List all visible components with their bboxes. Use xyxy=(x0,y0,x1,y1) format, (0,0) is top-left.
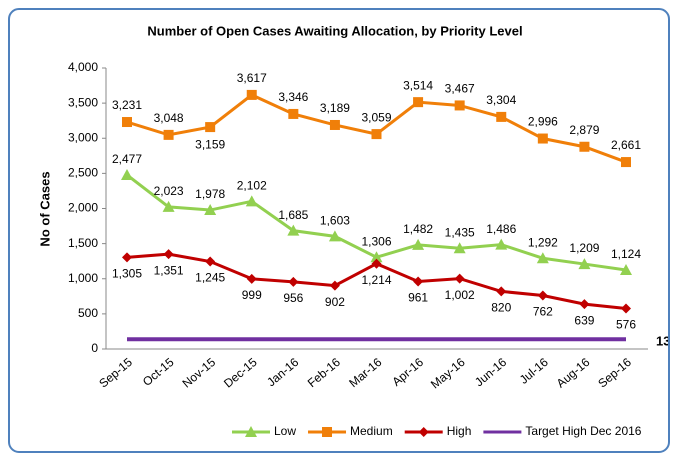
marker xyxy=(621,303,631,314)
marker xyxy=(496,111,507,122)
y-tick-label: 2,000 xyxy=(68,201,98,215)
chart-title: Number of Open Cases Awaiting Allocation… xyxy=(147,23,522,38)
data-label: 1,978 xyxy=(195,187,225,201)
data-label: 3,346 xyxy=(278,90,308,104)
y-tick-label: 0 xyxy=(91,341,98,355)
data-label: 3,159 xyxy=(195,137,225,151)
marker xyxy=(579,299,590,310)
legend-marker xyxy=(245,426,257,437)
data-label: 3,189 xyxy=(320,101,350,115)
data-label: 2,661 xyxy=(611,138,641,152)
data-label: 902 xyxy=(325,295,345,309)
data-label: 1,124 xyxy=(611,247,641,261)
data-label: 961 xyxy=(408,291,428,305)
marker xyxy=(205,256,216,267)
marker xyxy=(413,276,424,287)
marker xyxy=(288,108,299,119)
marker xyxy=(370,251,383,263)
data-label: 1,245 xyxy=(195,271,225,285)
data-label: 3,467 xyxy=(445,82,475,96)
marker xyxy=(328,230,341,242)
data-label: 3,514 xyxy=(403,78,433,92)
legend-marker xyxy=(418,427,429,437)
y-tick-label: 1,500 xyxy=(68,236,98,250)
data-label: 1,351 xyxy=(154,263,184,277)
y-tick-label: 1,000 xyxy=(68,271,98,285)
marker xyxy=(620,264,632,276)
legend-label: High xyxy=(447,424,472,438)
data-label: 1,435 xyxy=(445,225,475,239)
data-label: 999 xyxy=(242,288,262,302)
data-label: 1,482 xyxy=(403,222,433,236)
data-label: 1,292 xyxy=(528,235,558,249)
marker xyxy=(579,141,590,152)
data-label: 1,305 xyxy=(112,266,142,280)
data-label: 3,617 xyxy=(237,71,267,85)
y-tick-label: 500 xyxy=(78,306,98,320)
marker xyxy=(578,258,591,270)
marker xyxy=(287,224,300,236)
marker xyxy=(329,280,340,291)
legend-label: Target High Dec 2016 xyxy=(525,424,641,438)
data-label: 762 xyxy=(533,305,553,319)
marker xyxy=(537,290,548,301)
marker xyxy=(245,195,258,207)
marker xyxy=(163,129,174,140)
marker xyxy=(454,273,465,284)
legend-label: Medium xyxy=(350,424,393,438)
marker xyxy=(496,286,507,297)
y-axis-label: No of Cases xyxy=(37,171,52,246)
legend-marker xyxy=(322,427,333,437)
marker xyxy=(537,133,548,144)
marker xyxy=(621,157,631,168)
marker xyxy=(495,238,508,250)
marker xyxy=(454,100,465,111)
legend-label: Low xyxy=(274,424,296,438)
data-label: 1,486 xyxy=(486,222,516,236)
marker xyxy=(412,238,425,250)
marker xyxy=(121,168,133,180)
marker xyxy=(329,119,340,130)
data-label: 1,685 xyxy=(278,208,308,222)
data-label: 2,102 xyxy=(237,179,267,193)
data-label: 2,023 xyxy=(154,184,184,198)
data-label: 1,214 xyxy=(361,273,391,287)
marker xyxy=(246,273,257,284)
marker xyxy=(453,242,466,254)
data-label: 1,002 xyxy=(445,288,475,302)
data-label: 3,231 xyxy=(112,98,142,112)
data-label: 1,306 xyxy=(361,234,391,248)
data-label: 3,304 xyxy=(486,93,516,107)
data-label: 2,996 xyxy=(528,115,558,129)
marker xyxy=(536,252,549,264)
data-label: 576 xyxy=(616,318,636,332)
data-label: 2,879 xyxy=(569,123,599,137)
y-tick-label: 3,500 xyxy=(68,95,98,109)
y-tick-label: 4,000 xyxy=(68,60,98,74)
marker xyxy=(205,122,216,133)
marker xyxy=(288,276,299,287)
marker xyxy=(371,258,382,269)
data-label: 956 xyxy=(283,291,303,305)
data-label: 820 xyxy=(491,301,511,315)
data-label: 138 xyxy=(656,334,678,349)
data-label: 2,477 xyxy=(112,152,142,166)
y-tick-label: 3,000 xyxy=(68,130,98,144)
data-label: 3,048 xyxy=(154,111,184,125)
marker xyxy=(122,117,132,128)
data-label: 3,059 xyxy=(361,110,391,124)
marker xyxy=(122,252,132,263)
marker xyxy=(371,129,382,140)
data-label: 639 xyxy=(574,313,594,327)
data-label: 1,209 xyxy=(569,241,599,255)
marker xyxy=(162,200,175,212)
marker xyxy=(204,204,217,216)
marker xyxy=(246,89,257,100)
marker xyxy=(163,249,174,260)
marker xyxy=(413,97,424,108)
y-tick-label: 2,500 xyxy=(68,166,98,180)
data-label: 1,603 xyxy=(320,214,350,228)
